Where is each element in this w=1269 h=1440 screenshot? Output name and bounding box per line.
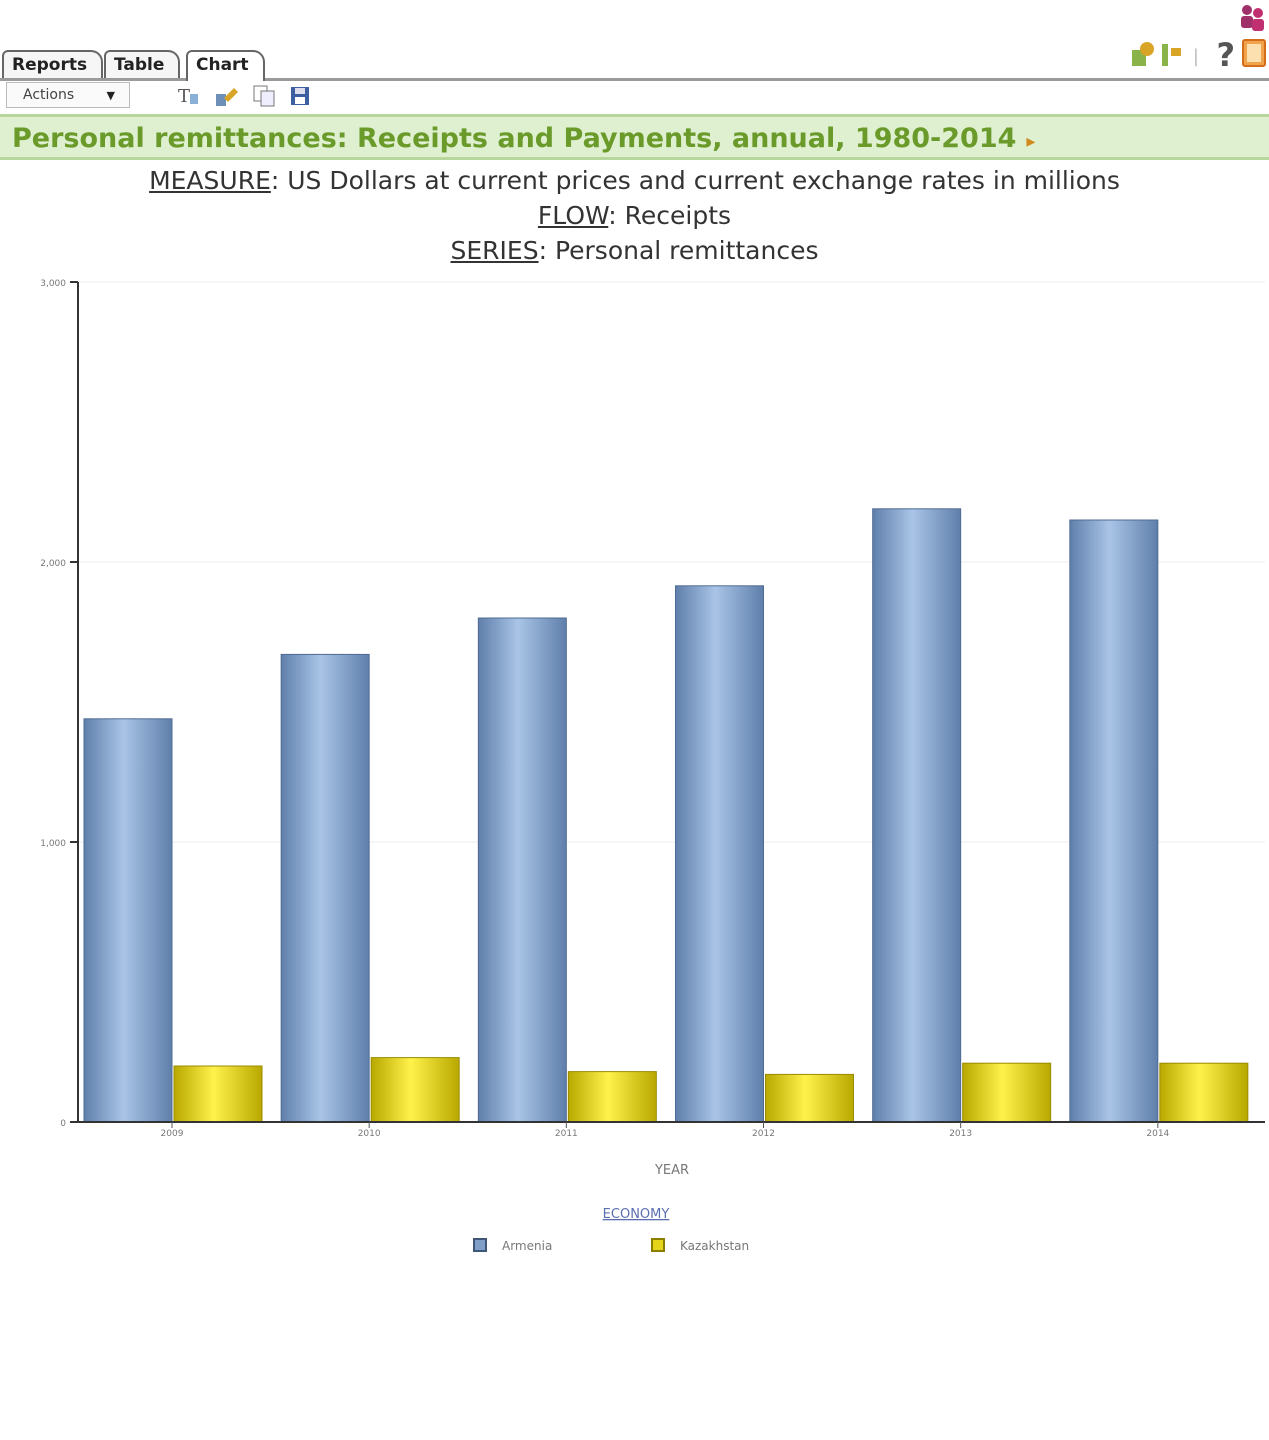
- bar-kazakhstan-2014[interactable]: [1159, 1062, 1249, 1123]
- tab-chart[interactable]: Chart: [186, 50, 265, 81]
- y-tick-label: 0: [60, 1119, 66, 1129]
- close-icon[interactable]: [1241, 38, 1267, 68]
- bar-armenia-2012[interactable]: [675, 585, 764, 1123]
- y-tick-label: 1,000: [40, 839, 66, 849]
- chart-toolbar: Actions ▼ T: [0, 80, 1269, 112]
- bar-armenia-2014[interactable]: [1069, 519, 1159, 1123]
- text-format-icon[interactable]: T: [176, 84, 202, 108]
- report-title-text: Personal remittances: Receipts and Payme…: [12, 123, 1017, 154]
- series-value: : Personal remittances: [538, 236, 819, 265]
- export-icon[interactable]: [1159, 40, 1185, 68]
- edit-chart-icon[interactable]: [214, 84, 240, 108]
- save-icon[interactable]: [288, 84, 314, 108]
- flow-value: : Receipts: [608, 201, 732, 230]
- bar-kazakhstan-2013[interactable]: [962, 1062, 1052, 1123]
- svg-text:T: T: [178, 86, 190, 107]
- bar-armenia-2011[interactable]: [477, 617, 567, 1123]
- measure-line: MEASURE: US Dollars at current prices an…: [0, 166, 1269, 195]
- chevron-down-icon: ▼: [106, 89, 115, 102]
- toolbar-separator: |: [1192, 46, 1199, 67]
- series-key[interactable]: SERIES: [450, 236, 539, 265]
- flow-key[interactable]: FLOW: [537, 201, 609, 230]
- legend-label-armenia[interactable]: Armenia: [502, 1239, 552, 1253]
- report-title-bar: Personal remittances: Receipts and Payme…: [0, 114, 1269, 160]
- help-icon[interactable]: ?: [1216, 36, 1235, 74]
- measure-value: : US Dollars at current prices and curre…: [270, 166, 1120, 195]
- report-title[interactable]: Personal remittances: Receipts and Payme…: [12, 123, 1035, 154]
- remittances-bar-chart: 0 1,000 2,000 3,000 2009 2010 2011 2012 2013 2014…: [40, 279, 1265, 1253]
- legend-title[interactable]: ECONOMY: [603, 1207, 670, 1222]
- bar-armenia-2013[interactable]: [872, 508, 962, 1123]
- y-tick-label: 2,000: [40, 559, 66, 569]
- top-right-toolbar: | ?: [1109, 0, 1269, 75]
- bar-armenia-2010[interactable]: [280, 653, 370, 1123]
- x-tick-label: 2012: [752, 1129, 775, 1139]
- expand-indicator-icon[interactable]: ▸: [1026, 131, 1036, 152]
- flow-line: FLOW: Receipts: [0, 201, 1269, 230]
- actions-label: Actions: [23, 87, 75, 103]
- tab-bar: Reports Table Chart: [0, 48, 1269, 81]
- legend-swatch-kazakhstan[interactable]: [651, 1238, 665, 1252]
- people-icon[interactable]: [1237, 2, 1267, 32]
- settings-icon[interactable]: [1129, 40, 1157, 68]
- actions-dropdown[interactable]: Actions ▼: [6, 82, 130, 108]
- bar-armenia-2009[interactable]: [83, 718, 173, 1123]
- legend-label-kazakhstan[interactable]: Kazakhstan: [680, 1239, 749, 1253]
- x-tick-label: 2009: [161, 1129, 184, 1139]
- bar-kazakhstan-2010[interactable]: [370, 1057, 460, 1123]
- x-axis-label: YEAR: [654, 1163, 689, 1178]
- measure-key[interactable]: MEASURE: [149, 166, 271, 195]
- x-tick-label: 2014: [1146, 1129, 1169, 1139]
- legend-swatch-armenia[interactable]: [473, 1238, 487, 1252]
- bar-kazakhstan-2011[interactable]: [567, 1071, 657, 1123]
- copy-icon[interactable]: [252, 84, 278, 108]
- tab-table[interactable]: Table: [104, 50, 181, 78]
- bar-kazakhstan-2012[interactable]: [765, 1073, 854, 1123]
- tab-reports[interactable]: Reports: [2, 50, 104, 78]
- x-tick-label: 2011: [555, 1129, 578, 1139]
- y-tick-label: 3,000: [40, 279, 66, 289]
- x-tick-label: 2013: [949, 1129, 972, 1139]
- bar-kazakhstan-2009[interactable]: [173, 1065, 263, 1123]
- x-tick-label: 2010: [358, 1129, 381, 1139]
- series-line: SERIES: Personal remittances: [0, 236, 1269, 265]
